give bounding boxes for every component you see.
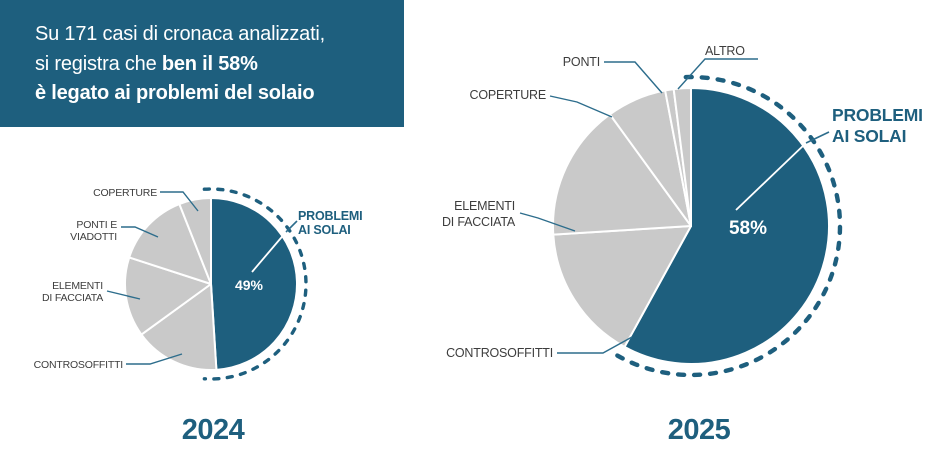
leader-lines-2025 — [519, 58, 758, 354]
value-label-2024: 49% — [235, 277, 264, 293]
leader-lines-2024 — [106, 191, 199, 365]
value-label-2025: 58% — [729, 218, 767, 239]
highlight-leader-teal-2025 — [805, 131, 830, 144]
pie-chart-2024: COPERTURE PONTI E VIADOTTI ELEMENTI DI F… — [34, 187, 363, 446]
highlight-leader-white-2025 — [735, 142, 807, 211]
pie-chart-2025: PONTI ALTRO COPERTURE ELEMENTI DI FACCIA… — [442, 44, 923, 446]
leader-controsoffitti-2024 — [126, 353, 183, 365]
label-coperture-2024: COPERTURE — [93, 187, 157, 199]
pie-slice-problemi-ai-solai-2025 — [623, 87, 830, 365]
pie-slice-ponti-e-viadotti-2024 — [128, 203, 212, 285]
label-problemi-ai-solai-line2-2025: AI SOLAI — [832, 126, 906, 146]
label-altro-2025: ALTRO — [705, 44, 745, 58]
pie-slice-altro-2025 — [672, 87, 692, 227]
pie-slice-problemi-ai-solai-2024 — [210, 197, 298, 371]
pie-slice-controsoffitti-2024 — [140, 283, 218, 371]
highlight-leader-white-2024 — [251, 231, 287, 273]
leader-ponti-2025 — [604, 61, 663, 94]
highlight-leader-teal-2024 — [285, 220, 298, 233]
headline-line-2: si registra che ben il 58% — [35, 50, 386, 80]
highlight-dashed-arc-2024 — [202, 187, 308, 381]
headline-box: Su 171 casi di cronaca analizzati, si re… — [0, 0, 404, 127]
pie-slices-2025 — [551, 87, 830, 365]
headline-line-3: è legato ai problemi del solaio — [35, 79, 386, 109]
label-problemi-ai-solai-line1-2024: PROBLEMI — [298, 209, 362, 223]
label-elementi-line2-2024: DI FACCIATA — [42, 292, 103, 304]
label-problemi-ai-solai-line1-2025: PROBLEMI — [832, 105, 923, 125]
label-problemi-ai-solai-line2-2024: AI SOLAI — [298, 223, 351, 237]
year-label-2024: 2024 — [182, 414, 245, 446]
leader-altro-2025 — [677, 58, 758, 90]
year-label-2025: 2025 — [668, 414, 731, 446]
label-ponti-2025: PONTI — [563, 55, 600, 69]
leader-ponti-viadotti-2024 — [121, 226, 159, 238]
label-coperture-2025: COPERTURE — [470, 88, 546, 102]
headline-line-3-bold: è legato ai problemi del solaio — [35, 82, 315, 104]
pie-slice-controsoffitti-2025 — [552, 225, 692, 348]
headline-line-2-regular: si registra che — [35, 52, 157, 75]
pie-slice-coperture-2024 — [178, 197, 212, 285]
leader-controsoffitti-2025 — [557, 336, 633, 354]
label-ponti-viadotti-line2-2024: VIADOTTI — [70, 231, 117, 243]
label-controsoffitti-2024: CONTROSOFFITTI — [34, 359, 123, 371]
headline-line-2-bold: ben il 58% — [161, 52, 258, 75]
label-elementi-line1-2025: ELEMENTI — [454, 199, 515, 213]
label-elementi-line2-2025: DI FACCIATA — [442, 215, 516, 229]
headline-line-1: Su 171 casi di cronaca analizzati, — [35, 23, 326, 45]
pie-slices-2024 — [124, 197, 298, 371]
leader-coperture-2025 — [549, 95, 613, 118]
highlight-dashed-arc-2025 — [609, 74, 843, 378]
label-elementi-line1-2024: ELEMENTI — [52, 280, 103, 292]
label-ponti-viadotti-line1-2024: PONTI E — [76, 219, 117, 231]
leader-coperture-2024 — [160, 191, 199, 212]
label-controsoffitti-2025: CONTROSOFFITTI — [446, 346, 553, 360]
leader-elementi-2025 — [519, 212, 576, 232]
leader-elementi-2024 — [106, 290, 141, 300]
pie-slice-elementi-di-facciata-2024 — [124, 256, 212, 336]
